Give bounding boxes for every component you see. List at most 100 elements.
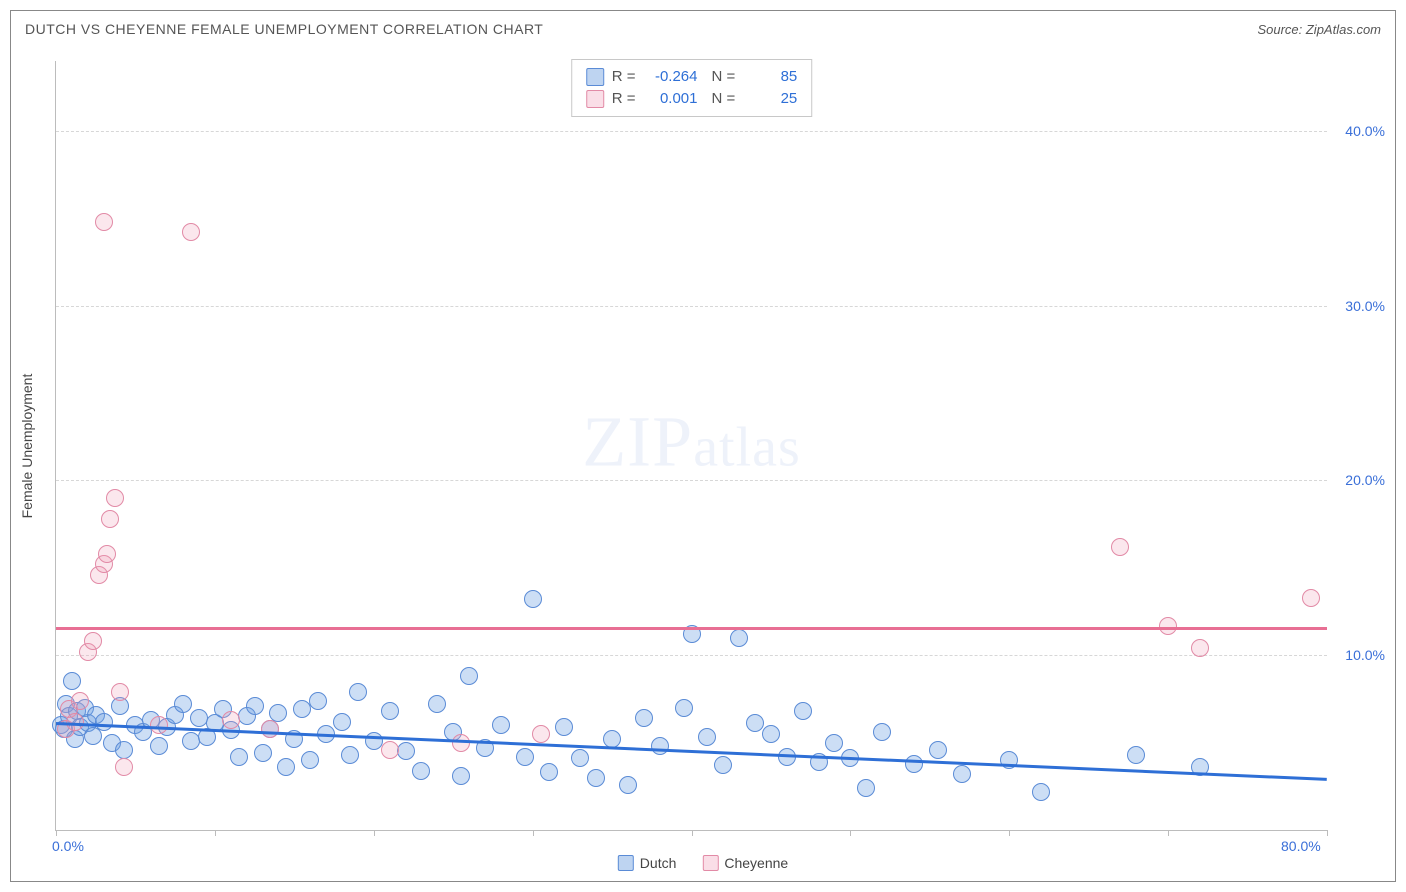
data-point: [698, 728, 716, 746]
data-point: [115, 758, 133, 776]
watermark-atlas: atlas: [693, 416, 801, 478]
grid-line: [56, 655, 1327, 656]
swatch-blue-icon: [618, 855, 634, 871]
data-point: [587, 769, 605, 787]
data-point: [524, 590, 542, 608]
y-tick-label: 40.0%: [1345, 123, 1385, 139]
data-point: [71, 692, 89, 710]
data-point: [746, 714, 764, 732]
data-point: [115, 741, 133, 759]
y-tick-label: 20.0%: [1345, 472, 1385, 488]
data-point: [929, 741, 947, 759]
x-tick-label: 0.0%: [52, 838, 84, 854]
chart-container: DUTCH VS CHEYENNE FEMALE UNEMPLOYMENT CO…: [10, 10, 1396, 882]
x-tick-label: 80.0%: [1281, 838, 1321, 854]
data-point: [381, 741, 399, 759]
x-tick: [1009, 830, 1010, 836]
data-point: [762, 725, 780, 743]
x-tick: [215, 830, 216, 836]
data-point: [873, 723, 891, 741]
data-point: [84, 632, 102, 650]
data-point: [1127, 746, 1145, 764]
x-tick: [374, 830, 375, 836]
data-point: [101, 510, 119, 528]
stats-r-value: 0.001: [644, 88, 698, 110]
x-tick: [692, 830, 693, 836]
stats-row: R = 0.001 N = 25: [586, 88, 798, 110]
data-point: [953, 765, 971, 783]
data-point: [150, 716, 168, 734]
data-point: [381, 702, 399, 720]
stats-r-value: -0.264: [644, 66, 698, 88]
data-point: [111, 683, 129, 701]
data-point: [95, 213, 113, 231]
plot-area: ZIPatlas R = -0.264 N = 85 R = 0.001 N =…: [55, 61, 1327, 831]
data-point: [714, 756, 732, 774]
data-point: [150, 737, 168, 755]
chart-topbar: DUTCH VS CHEYENNE FEMALE UNEMPLOYMENT CO…: [11, 11, 1395, 47]
data-point: [301, 751, 319, 769]
x-tick: [56, 830, 57, 836]
stats-r-label: R =: [612, 88, 636, 110]
data-point: [261, 720, 279, 738]
legend-item: Cheyenne: [702, 855, 788, 871]
data-point: [460, 667, 478, 685]
data-point: [309, 692, 327, 710]
data-point: [1191, 639, 1209, 657]
bottom-legend: Dutch Cheyenne: [618, 855, 788, 871]
data-point: [516, 748, 534, 766]
chart-title: DUTCH VS CHEYENNE FEMALE UNEMPLOYMENT CO…: [25, 21, 543, 37]
data-point: [222, 711, 240, 729]
data-point: [333, 713, 351, 731]
source-label: Source: ZipAtlas.com: [1257, 22, 1381, 37]
y-axis-label: Female Unemployment: [19, 374, 35, 519]
legend-label: Cheyenne: [724, 855, 788, 871]
x-tick: [533, 830, 534, 836]
data-point: [1159, 617, 1177, 635]
swatch-pink-icon: [702, 855, 718, 871]
watermark-zip: ZIP: [582, 401, 693, 481]
data-point: [428, 695, 446, 713]
data-point: [619, 776, 637, 794]
data-point: [63, 672, 81, 690]
y-tick-label: 30.0%: [1345, 298, 1385, 314]
data-point: [492, 716, 510, 734]
data-point: [452, 767, 470, 785]
data-point: [230, 748, 248, 766]
swatch-blue-icon: [586, 68, 604, 86]
data-point: [825, 734, 843, 752]
stats-n-label: N =: [712, 88, 736, 110]
data-point: [349, 683, 367, 701]
data-point: [397, 742, 415, 760]
data-point: [95, 713, 113, 731]
grid-line: [56, 306, 1327, 307]
data-point: [341, 746, 359, 764]
watermark: ZIPatlas: [582, 400, 801, 483]
y-tick-label: 10.0%: [1345, 647, 1385, 663]
grid-line: [56, 131, 1327, 132]
data-point: [412, 762, 430, 780]
stats-n-value: 25: [743, 88, 797, 110]
data-point: [540, 763, 558, 781]
data-point: [555, 718, 573, 736]
data-point: [905, 755, 923, 773]
data-point: [246, 697, 264, 715]
x-tick: [1168, 830, 1169, 836]
data-point: [1111, 538, 1129, 556]
swatch-pink-icon: [586, 90, 604, 108]
stats-n-value: 85: [743, 66, 797, 88]
data-point: [106, 489, 124, 507]
legend-label: Dutch: [640, 855, 677, 871]
stats-row: R = -0.264 N = 85: [586, 66, 798, 88]
data-point: [675, 699, 693, 717]
stats-r-label: R =: [612, 66, 636, 88]
data-point: [277, 758, 295, 776]
data-point: [571, 749, 589, 767]
data-point: [794, 702, 812, 720]
x-tick: [850, 830, 851, 836]
stats-n-label: N =: [712, 66, 736, 88]
grid-line: [56, 480, 1327, 481]
data-point: [635, 709, 653, 727]
data-point: [1032, 783, 1050, 801]
data-point: [98, 545, 116, 563]
